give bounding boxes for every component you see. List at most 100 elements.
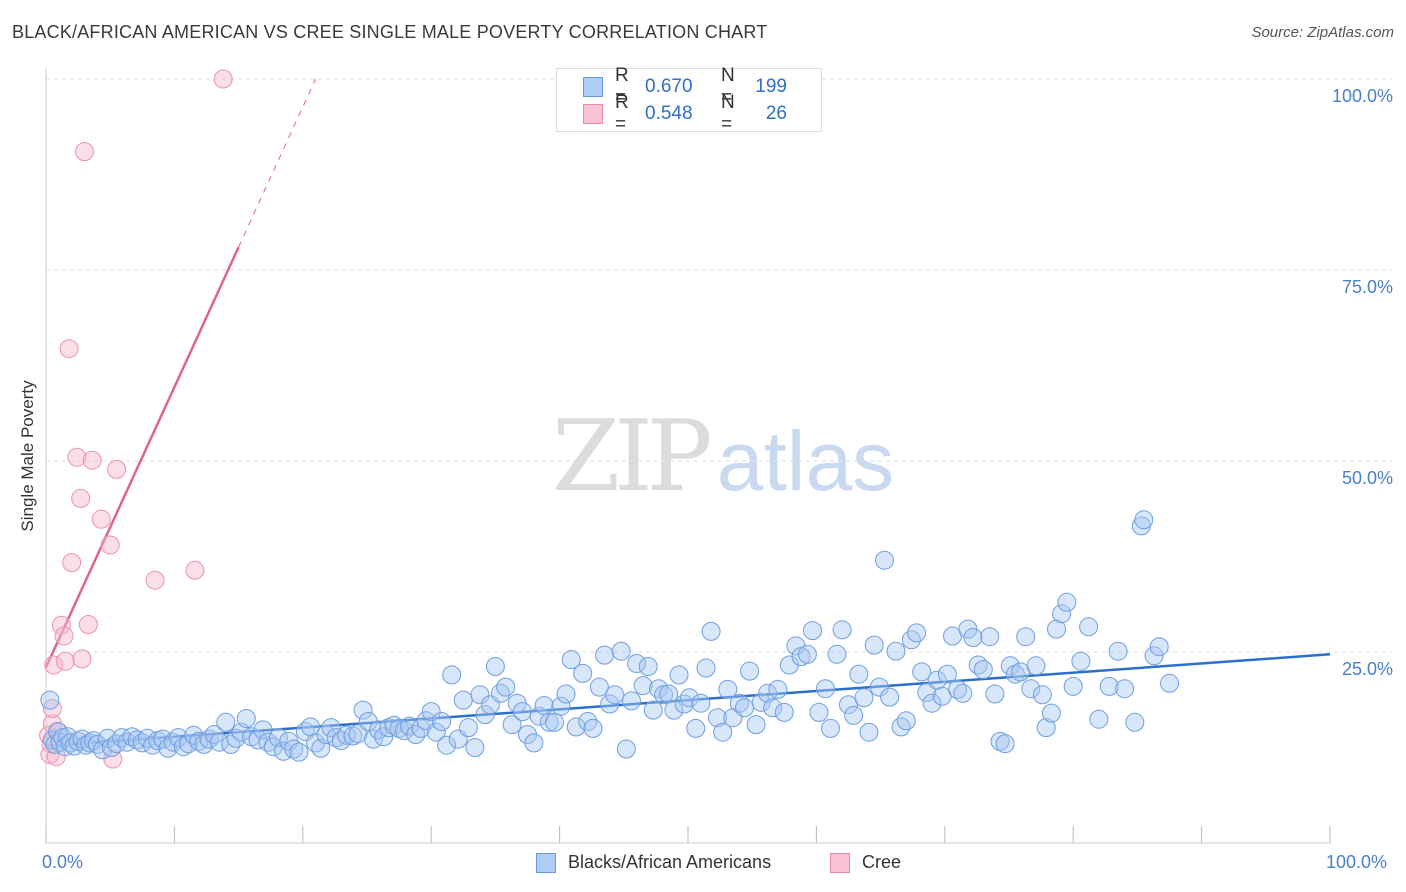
point-blacks [649,679,668,699]
point-blacks [891,717,911,737]
point-blacks [102,738,121,757]
point-blacks [216,712,236,732]
x-tick-label-min: 0.0% [42,852,84,872]
point-blacks [545,712,564,732]
point-cree [44,655,64,675]
point-blacks [566,717,586,737]
point-blacks [912,662,932,682]
point-blacks [674,694,694,714]
point-blacks [379,718,399,738]
point-blacks [60,733,80,753]
point-blacks [442,665,462,685]
bottom-legend-swatch-blue [536,852,556,873]
legend-swatch-blue [583,77,603,97]
legend-n-value: 199 [755,76,787,97]
point-blacks [253,720,273,740]
point-blacks [40,690,60,710]
point-cree [67,447,87,467]
point-blacks [774,702,794,722]
point-blacks [595,645,614,665]
point-cree [71,488,91,508]
point-blacks [859,722,879,742]
point-blacks [985,684,1005,704]
bottom-legend-label-cree: Cree [862,852,902,872]
axes [45,68,1331,844]
bottom-legend-label-blacks: Blacks/African Americans [568,852,772,872]
legend: R = 0.670 N = 199 R = 0.548 N = 26 [556,65,822,135]
point-blacks [1021,679,1041,699]
legend-n-label: N = [721,92,735,135]
point-blacks [353,700,373,720]
point-blacks [98,728,118,748]
point-blacks [627,654,647,673]
point-cree [91,509,111,529]
point-blacks [679,688,699,708]
point-blacks [226,728,246,748]
point-blacks [659,684,679,704]
point-blacks [953,683,973,703]
point-blacks [963,628,983,647]
point-blacks [815,679,835,699]
point-blacks [917,683,937,702]
point-blacks [611,641,631,661]
point-cree [145,570,165,590]
point-blacks [701,621,721,641]
point-blacks [880,687,900,707]
point-blacks [948,679,968,699]
source-label: Source: ZipAtlas.com [1251,24,1394,41]
point-blacks [221,734,241,754]
legend-r-label: R = [615,92,629,135]
point-blacks [127,730,147,750]
point-blacks [122,727,142,747]
point-cree [82,450,102,470]
point-blacks [922,693,942,713]
legend-n-label: N = [721,65,735,108]
point-blacks [583,718,603,738]
point-blacks [622,691,641,711]
point-blacks [654,685,674,705]
point-blacks [343,726,363,746]
point-blacks [616,739,636,759]
point-blacks [875,550,894,570]
point-blacks [1134,510,1154,530]
point-blacks [708,708,727,728]
point-blacks [907,623,927,643]
point-blacks [496,677,516,697]
point-blacks [854,688,874,708]
y-tick-label-75: 75.0% [1341,277,1393,297]
point-blacks [168,728,188,748]
point-blacks [696,658,716,678]
point-blacks [589,677,609,697]
point-blacks [470,685,490,705]
point-blacks [1026,656,1046,676]
point-blacks [990,731,1010,751]
point-blacks [896,711,916,731]
point-blacks [551,696,571,716]
point-blacks [995,734,1015,754]
point-blacks [869,677,889,697]
point-blacks [832,620,852,640]
point-blacks [1057,592,1077,612]
point-blacks [426,722,446,742]
point-blacks [664,700,684,720]
point-blacks [821,718,840,738]
point-blacks [1160,673,1179,693]
point-blacks [713,722,733,742]
point-cree [62,553,82,573]
y-tick-label-50: 50.0% [1341,468,1393,488]
point-blacks [534,696,554,715]
bottom-legend-swatch-pink [830,852,850,873]
point-blacks [803,621,822,641]
point-cree [78,615,98,634]
point-blacks [973,660,993,680]
point-cree [107,459,127,479]
legend-r-value: 0.670 [645,76,693,97]
point-blacks [1099,676,1119,696]
point-blacks [475,705,495,725]
point-blacks [849,664,869,684]
trend-lines [44,78,1331,748]
point-blacks [321,718,341,738]
point-blacks [980,627,1000,647]
legend-n-value: 26 [765,103,787,124]
point-cree [55,651,75,671]
